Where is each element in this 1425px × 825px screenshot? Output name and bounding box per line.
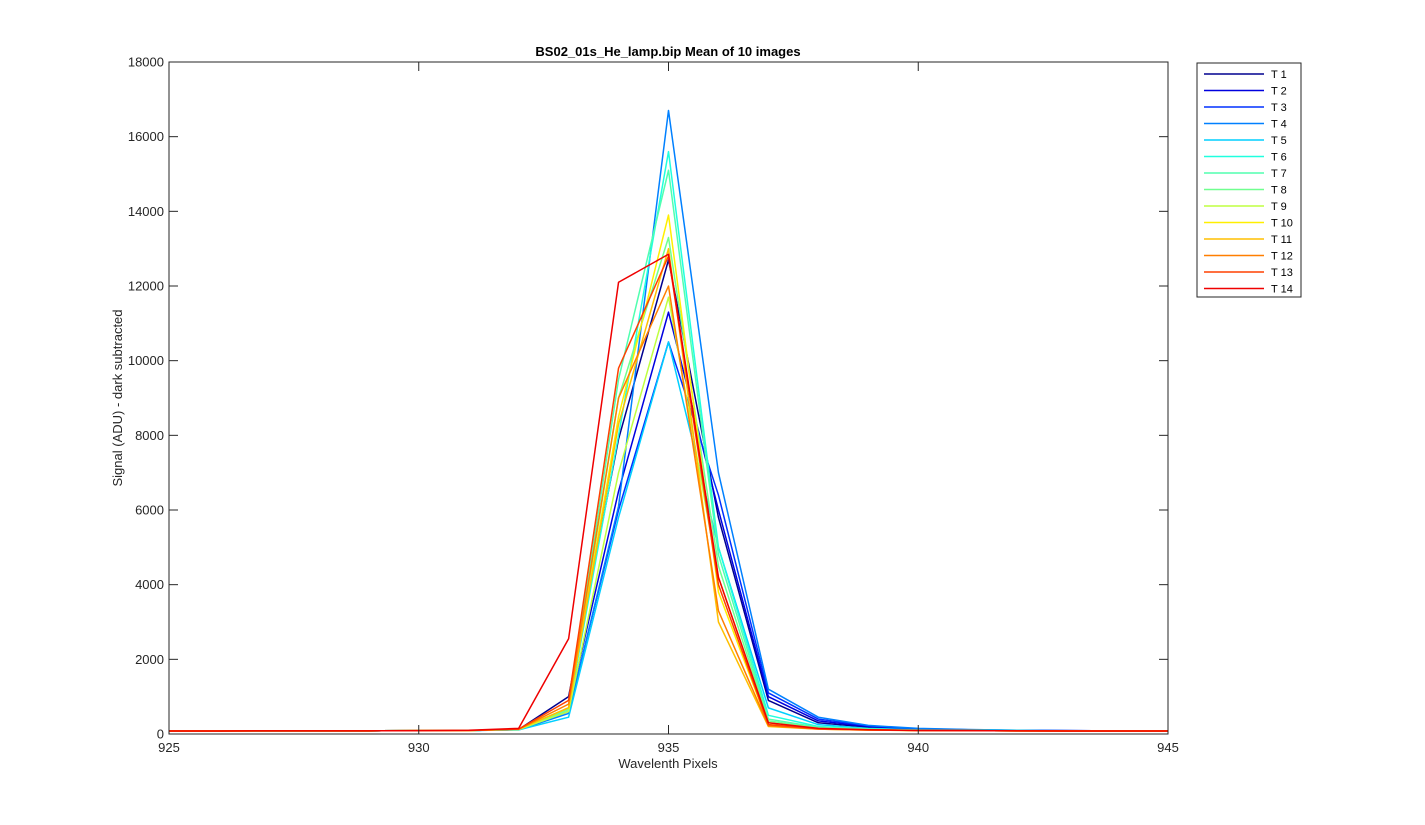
plot-area	[169, 62, 1168, 734]
legend-label-12: T 12	[1271, 251, 1293, 263]
y-axis-label: Signal (ADU) - dark subtracted	[110, 309, 125, 486]
x-tick-label: 930	[408, 740, 430, 755]
series-layer	[169, 109, 1168, 732]
chart-title: BS02_01s_He_lamp.bip Mean of 10 images	[535, 44, 800, 59]
y-tick-label: 12000	[128, 279, 164, 294]
x-tick-label: 945	[1157, 740, 1179, 755]
y-tick-label: 2000	[135, 652, 164, 667]
y-tick-label: 4000	[135, 577, 164, 592]
ticks-layer: 925 930 935 940 945 0 2000 4000 6000 8000 10000 120…	[128, 55, 1179, 756]
legend-label-9: T 9	[1271, 201, 1287, 213]
legend-label-14: T 14	[1271, 284, 1293, 296]
legend: T 1 T 2 T 3 T 4 T 5 T 6 T 7 T 8 T 9 T 10 T 11 T 12 T…	[1196, 62, 1302, 298]
legend-box	[1196, 62, 1302, 298]
y-tick-label: 16000	[128, 129, 164, 144]
legend-label-4: T 4	[1271, 119, 1287, 131]
legend-label-5: T 5	[1271, 135, 1287, 147]
legend-label-11: T 11	[1271, 234, 1292, 246]
legend-label-7: T 7	[1271, 168, 1287, 180]
x-tick-label: 925	[158, 740, 180, 755]
y-tick-label: 18000	[128, 55, 164, 70]
series-line-14	[169, 253, 1168, 732]
y-tick-label: 8000	[135, 428, 164, 443]
legend-label-13: T 13	[1271, 267, 1293, 279]
legend-label-3: T 3	[1271, 102, 1287, 114]
x-tick-label: 935	[658, 740, 680, 755]
x-tick-label: 940	[907, 740, 929, 755]
legend-label-2: T 2	[1271, 86, 1287, 98]
x-axis-label: Wavelenth Pixels	[618, 756, 718, 771]
legend-label-6: T 6	[1271, 152, 1287, 164]
legend-label-10: T 10	[1271, 218, 1293, 230]
y-tick-label: 0	[157, 727, 164, 742]
legend-label-1: T 1	[1271, 69, 1287, 81]
y-tick-label: 14000	[128, 204, 164, 219]
legend-label-8: T 8	[1271, 185, 1287, 197]
y-tick-label: 10000	[128, 353, 164, 368]
y-tick-label: 6000	[135, 503, 164, 518]
